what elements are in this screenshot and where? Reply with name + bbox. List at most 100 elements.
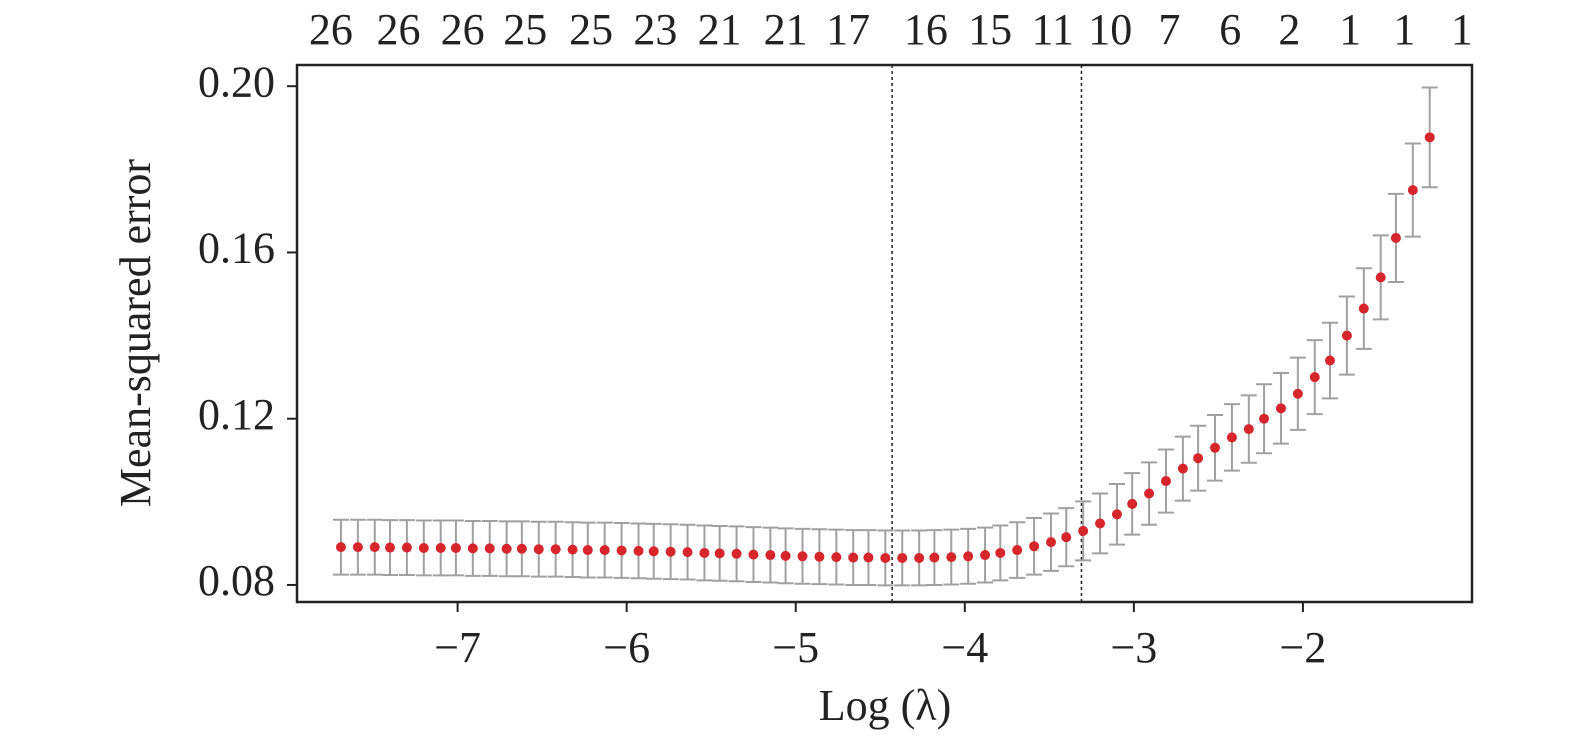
- y-tick-label: 0.16: [198, 224, 275, 273]
- point: [699, 547, 710, 558]
- point: [814, 551, 825, 562]
- top-tick-label: 17: [826, 5, 870, 54]
- point: [1341, 330, 1352, 341]
- top-tick-label: 26: [309, 5, 353, 54]
- point: [1061, 532, 1072, 543]
- point: [418, 542, 429, 553]
- point: [797, 551, 808, 562]
- point: [467, 543, 478, 554]
- point: [980, 550, 991, 561]
- point: [682, 547, 693, 558]
- y-tick-label: 0.12: [198, 390, 275, 439]
- point: [484, 543, 495, 554]
- point: [1111, 509, 1122, 520]
- point: [897, 552, 908, 563]
- top-tick-label: 15: [968, 5, 1012, 54]
- top-tick-label: 10: [1088, 5, 1132, 54]
- top-tick-label: 23: [633, 5, 677, 54]
- point: [1144, 488, 1155, 499]
- point: [567, 544, 578, 555]
- x-tick-label: −6: [603, 623, 650, 672]
- x-tick-label: −2: [1280, 623, 1327, 672]
- point: [435, 542, 446, 553]
- point: [1390, 232, 1401, 243]
- x-tick-label: −7: [434, 623, 481, 672]
- point: [582, 545, 593, 556]
- point: [1259, 413, 1270, 424]
- top-tick-label: 6: [1219, 5, 1241, 54]
- top-tick-label: 26: [376, 5, 420, 54]
- top-tick-label: 11: [1032, 5, 1074, 54]
- point: [450, 542, 461, 553]
- point: [616, 545, 627, 556]
- point: [384, 542, 395, 553]
- point: [765, 550, 776, 561]
- point: [665, 546, 676, 557]
- point: [780, 550, 791, 561]
- point: [914, 552, 925, 563]
- point: [1160, 476, 1171, 487]
- top-tick-label: 2: [1278, 5, 1300, 54]
- top-tick-label: 1: [1339, 5, 1361, 54]
- point: [1243, 424, 1254, 435]
- top-tick-label: 25: [503, 5, 547, 54]
- point: [1407, 185, 1418, 196]
- point: [1078, 525, 1089, 536]
- point: [963, 551, 974, 562]
- top-tick-label: 1: [1393, 5, 1415, 54]
- point: [831, 552, 842, 563]
- point: [1424, 132, 1435, 143]
- point: [1046, 537, 1057, 548]
- top-tick-label: 21: [698, 5, 742, 54]
- point: [501, 543, 512, 554]
- top-tick-label: 26: [441, 5, 485, 54]
- x-tick-label: −4: [941, 623, 988, 672]
- top-tick-label: 16: [904, 5, 948, 54]
- y-tick-label: 0.08: [198, 556, 275, 605]
- point: [1309, 372, 1320, 383]
- point: [1358, 303, 1369, 314]
- x-axis-label: Log (λ): [819, 681, 952, 730]
- point: [1292, 388, 1303, 399]
- point: [929, 552, 940, 563]
- top-tick-label: 1: [1451, 5, 1473, 54]
- point: [1127, 498, 1138, 509]
- point: [1275, 403, 1286, 414]
- point: [880, 552, 891, 563]
- point: [1193, 453, 1204, 464]
- x-tick-label: −3: [1110, 623, 1157, 672]
- point: [946, 552, 957, 563]
- point: [1012, 545, 1023, 556]
- point: [516, 543, 527, 554]
- point: [1226, 432, 1237, 443]
- point: [533, 544, 544, 555]
- point: [714, 548, 725, 559]
- y-tick-label: 0.20: [198, 57, 275, 106]
- point: [1029, 541, 1040, 552]
- point: [633, 545, 644, 556]
- x-tick-label: −5: [772, 623, 819, 672]
- point: [369, 542, 380, 553]
- point: [335, 542, 346, 553]
- point: [401, 542, 412, 553]
- y-axis-label: Mean-squared error: [111, 159, 160, 508]
- point: [1210, 442, 1221, 453]
- plot-frame: [295, 63, 1474, 604]
- point: [599, 545, 610, 556]
- point: [1177, 463, 1188, 474]
- point: [995, 547, 1006, 558]
- point: [648, 546, 659, 557]
- top-tick-label: 25: [569, 5, 613, 54]
- point: [731, 548, 742, 559]
- point: [352, 542, 363, 553]
- point: [550, 544, 561, 555]
- point: [1324, 355, 1335, 366]
- point: [863, 552, 874, 563]
- point: [848, 552, 859, 563]
- top-tick-label: 7: [1158, 5, 1180, 54]
- point: [1375, 272, 1386, 283]
- point: [748, 549, 759, 560]
- point: [1095, 518, 1106, 529]
- top-tick-label: 21: [764, 5, 808, 54]
